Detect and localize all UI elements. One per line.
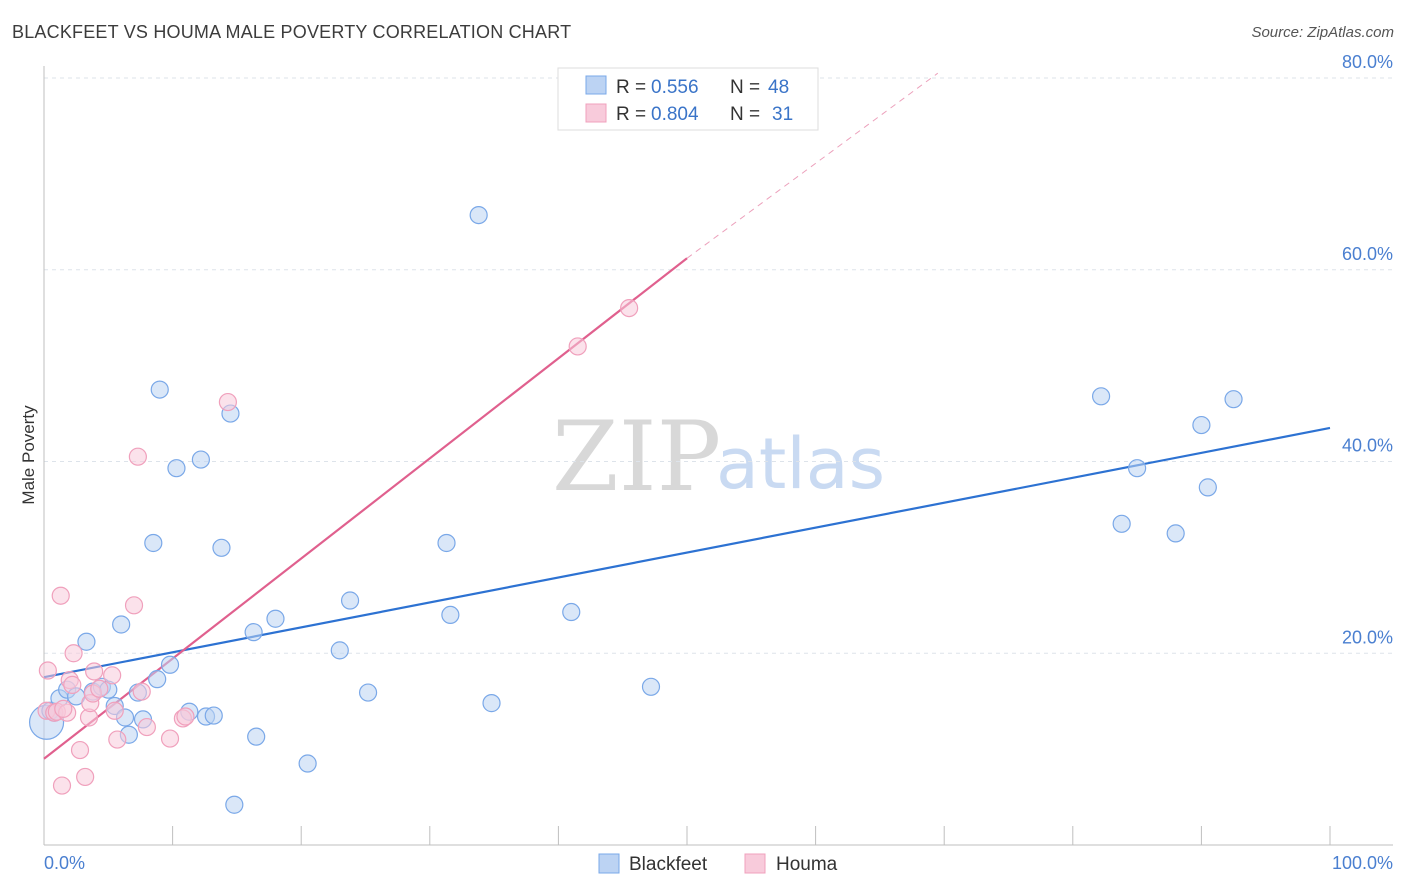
y-axis-label: Male Poverty <box>19 405 38 505</box>
blackfeet-point <box>244 623 263 642</box>
houma-point <box>568 337 587 356</box>
houma-point <box>90 679 109 698</box>
blackfeet-point <box>469 206 488 225</box>
y-tick-label: 60.0% <box>1342 244 1393 264</box>
houma-point <box>76 767 95 787</box>
houma-point <box>108 730 127 749</box>
x-tick-label-min: 0.0% <box>44 853 85 873</box>
houma-point <box>160 729 180 748</box>
houma-point <box>38 661 57 680</box>
blackfeet-point <box>1091 387 1111 406</box>
blackfeet-point <box>1127 459 1147 478</box>
legend-r-value-houma: 0.804 <box>651 104 699 125</box>
legend-swatch-houma <box>585 103 607 123</box>
houma-point <box>85 662 104 681</box>
legend-n-label-houma: N = <box>730 104 760 125</box>
legend-n-label-blackfeet: N = <box>730 77 760 98</box>
blackfeet-point <box>150 380 169 399</box>
blackfeet-point <box>1166 524 1185 543</box>
bottom-legend-label-blackfeet: Blackfeet <box>629 854 708 875</box>
legend-r-value-blackfeet: 0.556 <box>651 77 699 98</box>
blackfeet-point <box>148 670 167 689</box>
houma-point <box>105 701 124 720</box>
blackfeet-point <box>77 632 96 651</box>
bottom-legend-label-houma: Houma <box>776 854 838 875</box>
correlation-legend: R = 0.556 N = 48 R = 0.804 N = 31 <box>557 67 819 131</box>
blackfeet-point <box>437 533 456 553</box>
blackfeet-point <box>144 533 163 553</box>
legend-n-value-blackfeet: 48 <box>768 77 789 98</box>
houma-point <box>52 776 72 795</box>
blackfeet-point <box>641 677 661 696</box>
houma-point <box>176 707 195 726</box>
x-tick-label-max: 100.0% <box>1332 853 1393 873</box>
chart-source: Source: ZipAtlas.com <box>1251 24 1394 41</box>
blackfeet-point <box>112 615 131 634</box>
blackfeet-point <box>212 538 231 557</box>
data-points <box>28 206 1243 814</box>
blackfeet-point <box>1192 415 1211 435</box>
y-tick-label: 80.0% <box>1342 52 1393 72</box>
blackfeet-point <box>441 605 460 625</box>
houma-point <box>124 596 144 615</box>
blackfeet-point <box>298 754 317 773</box>
legend-r-label-blackfeet: R = <box>616 77 646 98</box>
blackfeet-point <box>330 641 349 660</box>
blackfeet-point <box>225 795 244 814</box>
series-houma-points <box>37 299 639 795</box>
y-tick-label: 20.0% <box>1342 627 1393 647</box>
y-tick-labels: 20.0% 40.0% 60.0% 80.0% <box>1342 52 1393 647</box>
watermark-atlas: atlas <box>716 423 885 505</box>
axes <box>43 66 1393 846</box>
blackfeet-point <box>167 459 186 478</box>
blackfeet-point <box>1224 390 1243 409</box>
houma-point <box>54 699 73 718</box>
legend-r-label-houma: R = <box>616 104 646 125</box>
houma-point <box>63 675 82 694</box>
bottom-legend-swatch-blackfeet <box>598 853 620 874</box>
chart-title: BLACKFEET VS HOUMA MALE POVERTY CORRELAT… <box>12 22 572 42</box>
watermark: ZIP atlas <box>552 401 885 513</box>
blackfeet-point <box>247 727 266 746</box>
blackfeet-point <box>562 602 581 622</box>
blackfeet-point <box>1112 514 1131 533</box>
houma-point <box>132 682 151 701</box>
blackfeet-point <box>1198 478 1217 497</box>
blackfeet-point <box>191 450 210 469</box>
houma-point <box>218 392 237 412</box>
blackfeet-point <box>160 655 180 674</box>
houma-point <box>51 586 70 605</box>
blackfeet-point <box>482 694 501 713</box>
houma-trend-extension <box>686 72 939 259</box>
houma-point <box>137 717 156 737</box>
houma-point <box>64 644 83 663</box>
houma-point <box>70 740 90 760</box>
bottom-legend-swatch-houma <box>744 853 766 874</box>
blackfeet-point <box>340 591 360 610</box>
houma-point <box>128 447 147 466</box>
series-legend: Blackfeet Houma <box>598 853 838 875</box>
legend-n-value-houma: 31 <box>772 104 793 125</box>
y-tick-label: 40.0% <box>1342 436 1393 456</box>
gridlines <box>44 77 1393 654</box>
watermark-zip: ZIP <box>552 401 721 513</box>
legend-swatch-blackfeet <box>585 75 607 95</box>
blackfeet-point <box>358 683 378 702</box>
houma-point <box>620 299 639 318</box>
houma-point <box>103 666 122 685</box>
blackfeet-point <box>204 706 223 725</box>
blackfeet-point <box>266 609 285 628</box>
